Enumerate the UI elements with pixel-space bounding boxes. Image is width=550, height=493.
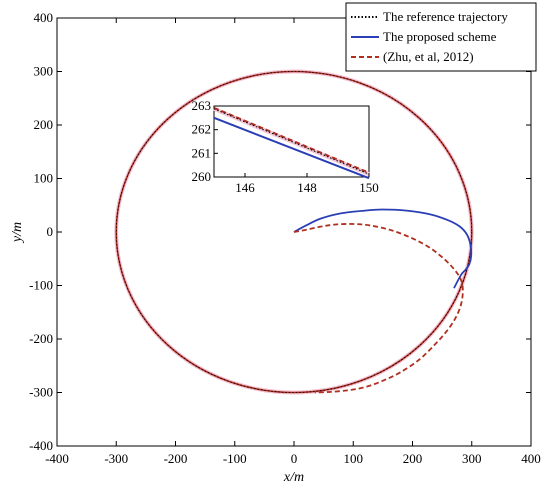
y-tick-label: 400	[34, 10, 54, 25]
inset-zoom-plot: 146 148 150 260 261 262 263	[192, 98, 379, 195]
inset-proposed-line	[213, 116, 370, 180]
y-tick-label: 200	[34, 117, 54, 132]
y-tick-label: 0	[47, 224, 54, 239]
x-tick-label: -300	[104, 451, 128, 466]
x-tick-label: 100	[344, 451, 364, 466]
y-tick-label: 300	[34, 64, 54, 79]
x-tick-label: -100	[223, 451, 247, 466]
inset-x-tick-label: 148	[297, 180, 317, 195]
x-axis-label: x/m	[283, 470, 304, 485]
inset-y-tick-label: 260	[192, 169, 212, 184]
x-tick-label: 0	[291, 451, 298, 466]
x-tick-label: 200	[403, 451, 423, 466]
series-reference-trajectory	[115, 71, 473, 393]
legend-label-proposed: The proposed scheme	[383, 29, 497, 44]
y-axis-label: y/m	[10, 222, 25, 244]
legend-label-zhu: (Zhu, et al, 2012)	[383, 49, 474, 64]
legend-label-reference: The reference trajectory	[383, 9, 508, 24]
series-layer	[114, 69, 474, 395]
series-zhu-2012	[293, 223, 464, 394]
ticks-layer: -400 -300 -200 -100 0 100 200 300 400 -400 -300 -20…	[29, 10, 541, 466]
x-tick-label: 300	[462, 451, 482, 466]
series-proposed-scheme	[293, 208, 473, 289]
inset-x-tick-label: 150	[359, 180, 379, 195]
y-tick-label: -200	[29, 331, 53, 346]
plot-area: -400 -300 -200 -100 0 100 200 300 400 -400 -300 -20…	[29, 10, 541, 466]
inset-reference-line	[213, 108, 370, 175]
inset-y-tick-label: 263	[192, 98, 212, 113]
inset-series-layer	[213, 106, 370, 180]
y-tick-label: -100	[29, 278, 53, 293]
legend: The reference trajectory The proposed sc…	[345, 2, 537, 72]
inset-x-tick-label: 146	[235, 180, 255, 195]
inset-y-tick-label: 262	[192, 122, 212, 137]
y-tick-label: -300	[29, 385, 53, 400]
x-tick-label: -400	[45, 451, 69, 466]
inset-zhu-line	[213, 106, 370, 174]
y-tick-label: 100	[34, 171, 54, 186]
y-tick-label: -400	[29, 438, 53, 453]
x-tick-label: 400	[521, 451, 541, 466]
inset-ticks-layer: 146 148 150 260 261 262 263	[192, 98, 379, 195]
inset-y-tick-label: 261	[192, 145, 212, 160]
x-tick-label: -200	[164, 451, 188, 466]
